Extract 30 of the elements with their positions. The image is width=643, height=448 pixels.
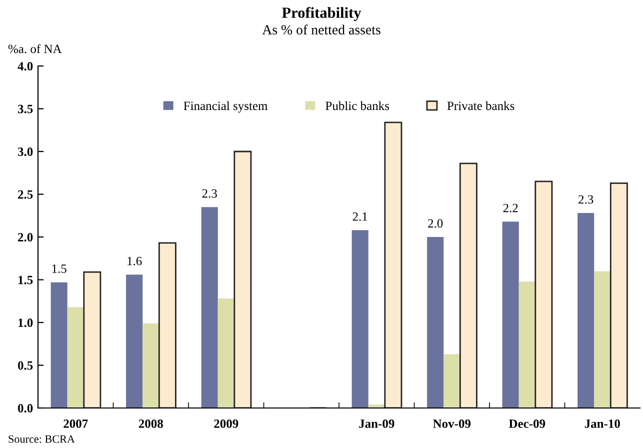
x-tick-label: Dec-09 xyxy=(508,419,546,428)
legend-label: Financial system xyxy=(184,101,268,113)
chart-subtitle: As % of netted assets xyxy=(262,24,380,35)
text: 3.5 xyxy=(18,104,33,114)
x-tick-label: 2009 xyxy=(214,419,238,428)
text: 3.0 xyxy=(18,148,33,156)
x-tick-label: 2008 xyxy=(138,419,163,428)
data-label: 2.3 xyxy=(202,189,217,198)
x-tick-label: Jan-09 xyxy=(359,419,394,428)
text: 2.0 xyxy=(18,233,33,242)
x-tick-label: Jan-10 xyxy=(584,419,620,428)
data-label: 2.0 xyxy=(428,219,443,228)
text: 1.5 xyxy=(18,276,33,284)
x-tick-label: Nov-09 xyxy=(433,419,471,428)
text: 0.5 xyxy=(18,361,33,370)
data-label: 1.6 xyxy=(128,256,142,266)
text: 2.5 xyxy=(18,190,33,199)
source-note: Source: BCRA xyxy=(8,435,75,443)
legend-label: Private banks xyxy=(447,101,514,110)
legend-label: Public banks xyxy=(326,101,389,110)
data-label: 2.1 xyxy=(352,212,368,221)
chart-title: Profitability xyxy=(282,6,362,22)
text: 4.0 xyxy=(18,62,33,71)
text: 0.0 xyxy=(18,404,33,413)
data-label: 2.3 xyxy=(578,195,594,204)
data-label: 1.5 xyxy=(52,264,66,273)
text: 1.0 xyxy=(18,318,33,328)
data-label: 2.2 xyxy=(503,204,518,212)
y-axis-title: %a. of NA xyxy=(8,44,62,54)
x-tick-label: 2007 xyxy=(64,419,88,428)
